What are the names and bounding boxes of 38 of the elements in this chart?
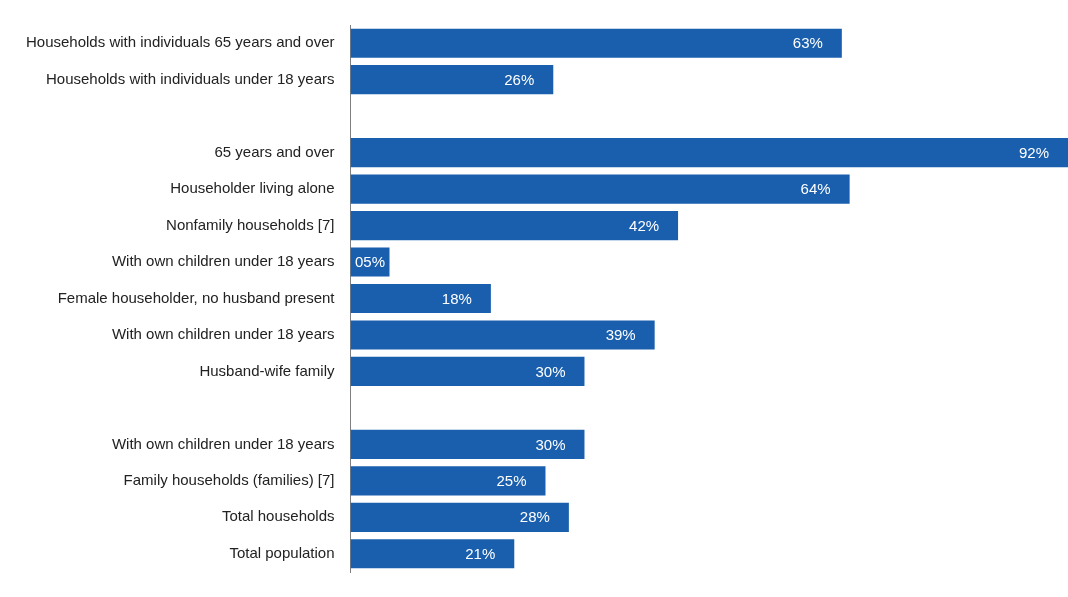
y-tick-label: Family households (families) [7] — [123, 470, 335, 488]
y-tick-label: 65 years and over — [214, 142, 335, 160]
bar — [350, 356, 585, 387]
data-label: 30% — [535, 362, 566, 380]
bar — [350, 283, 491, 314]
y-tick-label: Female householder, no husband present — [57, 288, 336, 306]
bar — [350, 429, 585, 459]
bar — [350, 539, 515, 569]
y-tick-label: Households with individuals under 18 years — [46, 69, 335, 87]
bar — [350, 320, 655, 350]
data-label: 05% — [354, 253, 386, 271]
y-tick-label: With own children under 18 years — [111, 252, 335, 270]
y-tick-label: With own children under 18 years — [111, 434, 335, 452]
bar — [350, 138, 1068, 168]
bar — [350, 28, 842, 58]
bar — [350, 466, 546, 496]
data-label: 25% — [496, 471, 527, 489]
y-tick-label: Nonfamily households [7] — [166, 215, 335, 233]
data-label: 92% — [1018, 143, 1050, 161]
data-label: 42% — [629, 216, 660, 234]
bar — [350, 65, 554, 95]
bar — [350, 174, 850, 204]
data-label: 26% — [504, 70, 535, 88]
y-tick-label: Households with individuals 65 years and over — [26, 33, 335, 51]
y-tick-label: Total population — [229, 543, 335, 561]
y-tick-label: Husband-wife family — [199, 361, 335, 379]
bar — [350, 502, 569, 532]
data-label: 28% — [519, 508, 550, 526]
data-label: 21% — [465, 544, 496, 562]
bar — [350, 210, 679, 241]
y-tick-label: Householder living alone — [170, 179, 335, 197]
data-label: 63% — [792, 34, 823, 52]
y-tick-label: With own children under 18 years — [111, 325, 335, 343]
data-label: 39% — [605, 326, 636, 344]
y-tick-label: Total households — [221, 507, 335, 525]
data-label: 18% — [441, 289, 472, 307]
data-label: 30% — [535, 435, 566, 453]
data-label: 64% — [800, 180, 831, 198]
